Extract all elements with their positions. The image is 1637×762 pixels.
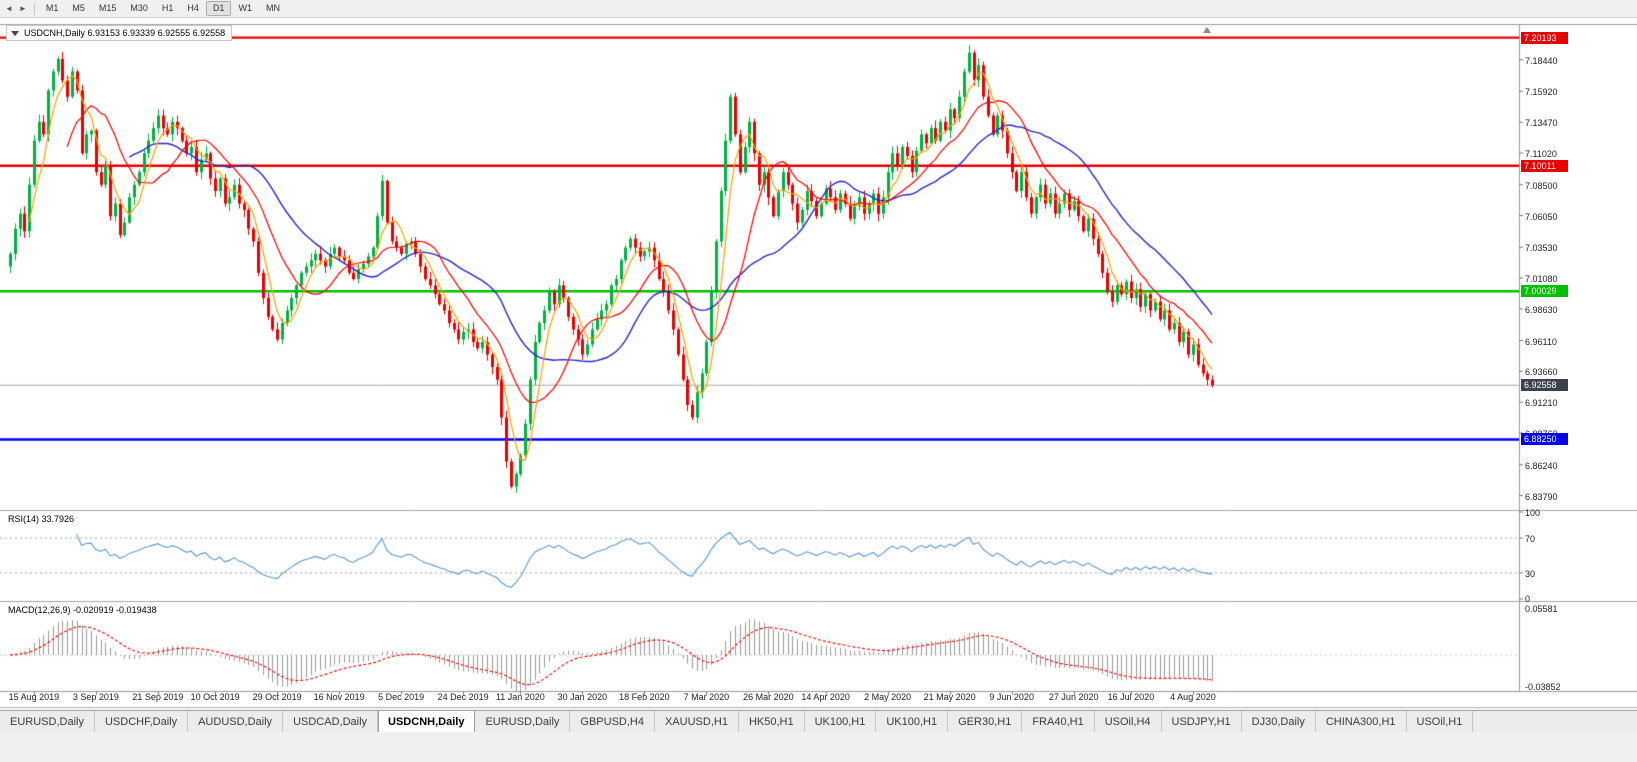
toolbar-separator <box>33 2 35 15</box>
timeframe-toolbar: ◄ ► M1 M5 M15 M30 H1 H4 D1 W1 MN <box>0 0 1637 18</box>
symbol-tab-USDCNH-Daily[interactable]: USDCNH,Daily <box>378 711 476 732</box>
timeframe-button-M30[interactable]: M30 <box>130 3 148 13</box>
symbol-tab-USDCAD-Daily[interactable]: USDCAD,Daily <box>283 711 379 732</box>
symbol-tab-USDCHF-Daily[interactable]: USDCHF,Daily <box>95 711 189 732</box>
chart-title: USDCNH,Daily 6.93153 6.93339 6.92555 6.9… <box>6 25 233 41</box>
timeframe-button-M5[interactable]: M5 <box>72 3 85 13</box>
time-axis-label: 14 Apr 2020 <box>801 692 850 702</box>
rsi-scale-label: 30 <box>1525 568 1536 579</box>
rsi-scale-label: 70 <box>1525 534 1536 545</box>
symbol-tab-EURUSD-Daily[interactable]: EURUSD,Daily <box>475 711 571 732</box>
timeframe-button-D1[interactable]: D1 <box>205 1 232 16</box>
symbol-tab-XAUUSD-H1[interactable]: XAUUSD,H1 <box>655 711 739 732</box>
macd-indicator-label: MACD(12,26,9) -0.020919 -0.019438 <box>8 605 157 615</box>
level-price-badge: 7.20193 <box>1521 31 1568 44</box>
time-axis-label: 3 Sep 2019 <box>72 692 119 702</box>
timeframe-button-W1[interactable]: W1 <box>238 3 252 13</box>
time-axis-label: 7 Mar 2020 <box>683 692 730 702</box>
price-axis-label: 7.08500 <box>1525 180 1558 191</box>
timeframe-button-M15[interactable]: M15 <box>98 3 117 13</box>
level-price-badge: 7.10011 <box>1521 159 1568 172</box>
price-axis-label: 7.06050 <box>1525 211 1558 222</box>
price-axis-label: 7.03530 <box>1525 243 1558 254</box>
time-axis[interactable]: 15 Aug 2019 3 Sep 2019 21 Sep 2019 10 Oct 2… <box>0 692 1519 707</box>
price-axis-label: 6.96110 <box>1525 336 1557 347</box>
symbol-tab-AUDUSD-Daily[interactable]: AUDUSD,Daily <box>188 711 284 732</box>
price-axis-label: 7.11020 <box>1525 149 1557 160</box>
time-axis-label: 2 May 2020 <box>864 692 912 702</box>
symbol-tab-UK100-H1[interactable]: UK100,H1 <box>876 711 949 732</box>
price-axis[interactable]: 7.18440 7.15920 7.13470 7.11020 7.08500 7.060… <box>1520 18 1637 708</box>
window-bottom-area <box>0 732 1637 762</box>
time-axis-label: 4 Aug 2020 <box>1170 692 1216 702</box>
chart-shift-marker[interactable] <box>1203 27 1211 33</box>
time-axis-label: 26 Mar 2020 <box>743 692 794 702</box>
macd-scale-label: 0.05581 <box>1525 604 1558 614</box>
price-axis-label: 7.01080 <box>1525 274 1558 285</box>
forward-arrow-icon[interactable]: ► <box>18 3 27 13</box>
symbol-tab-GBPUSD-H4[interactable]: GBPUSD,H4 <box>570 711 655 732</box>
rsi-indicator-label: RSI(14) 33.7926 <box>8 514 75 524</box>
time-axis-label: 10 Oct 2019 <box>190 692 240 702</box>
price-axis-label: 7.15920 <box>1525 87 1558 98</box>
symbol-tab-USOil-H1[interactable]: USOil,H1 <box>1407 711 1474 732</box>
price-axis-label: 7.13470 <box>1525 118 1558 129</box>
symbol-tab-USOil-H4[interactable]: USOil,H4 <box>1095 711 1162 732</box>
back-arrow-icon[interactable]: ◄ <box>5 3 13 13</box>
timeframe-button-H1[interactable]: H1 <box>161 3 174 13</box>
time-axis-label: 9 Jun 2020 <box>989 692 1034 702</box>
timeframe-button-H4[interactable]: H4 <box>187 3 199 13</box>
time-axis-label: 21 Sep 2019 <box>132 692 184 702</box>
rsi-scale-label: 100 <box>1525 508 1541 518</box>
symbol-tab-UK100-H1[interactable]: UK100,H1 <box>805 711 877 732</box>
chart-title-text: USDCNH,Daily 6.93153 6.93339 6.92555 6.9… <box>24 28 226 38</box>
time-axis-label: 30 Jan 2020 <box>557 692 608 702</box>
price-axis-label: 6.98630 <box>1525 304 1558 315</box>
time-axis-label: 18 Feb 2020 <box>619 692 670 702</box>
timeframe-button-MN[interactable]: MN <box>265 3 280 13</box>
symbol-tab-HK50-H1[interactable]: HK50,H1 <box>739 711 805 732</box>
time-axis-label: 5 Dec 2019 <box>378 692 425 702</box>
time-axis-label: 21 May 2020 <box>923 692 976 702</box>
price-axis-label: 7.18440 <box>1525 55 1558 66</box>
price-axis-label: 6.91210 <box>1525 398 1558 409</box>
timeframe-button-M1[interactable]: M1 <box>45 3 59 13</box>
price-axis-label: 6.83790 <box>1525 491 1558 502</box>
time-axis-label: 16 Nov 2019 <box>313 692 365 702</box>
time-axis-label: 11 Jan 2020 <box>495 692 545 702</box>
symbol-tab-DJ30-Daily[interactable]: DJ30,Daily <box>1242 711 1316 732</box>
time-axis-label: 24 Dec 2019 <box>437 692 489 702</box>
time-axis-label: 27 Jun 2020 <box>1048 692 1099 702</box>
symbol-tab-FRA40-H1[interactable]: FRA40,H1 <box>1022 711 1095 732</box>
timeframe-buttons: M1 M5 M15 M30 H1 H4 D1 W1 MN <box>39 1 287 16</box>
symbol-tab-bar: EURUSD,Daily USDCHF,Daily AUDUSD,Daily USDC… <box>0 710 1637 732</box>
rsi-scale-label: 0 <box>1525 594 1531 604</box>
time-axis-label: 29 Oct 2019 <box>252 692 302 702</box>
symbol-tab-USDJPY-H1[interactable]: USDJPY,H1 <box>1162 711 1242 732</box>
macd-scale-label: -0.03852 <box>1525 682 1561 692</box>
price-axis-label: 6.93660 <box>1525 367 1558 378</box>
symbol-tab-CHINA300-H1[interactable]: CHINA300,H1 <box>1316 711 1407 732</box>
time-axis-label: 15 Aug 2019 <box>8 692 60 702</box>
price-axis-label: 6.86240 <box>1525 460 1558 471</box>
level-price-badge: 7.00029 <box>1521 285 1568 298</box>
level-price-badge: 6.88250 <box>1521 433 1568 446</box>
symbol-tab-GER30-H1[interactable]: GER30,H1 <box>948 711 1023 732</box>
oneclick-dropdown-icon[interactable] <box>11 30 19 36</box>
chart-canvas[interactable] <box>0 18 1637 708</box>
current-price-badge: 6.92558 <box>1521 379 1568 392</box>
symbol-tab-EURUSD-Daily[interactable]: EURUSD,Daily <box>0 711 95 732</box>
time-axis-label: 16 Jul 2020 <box>1107 692 1155 702</box>
